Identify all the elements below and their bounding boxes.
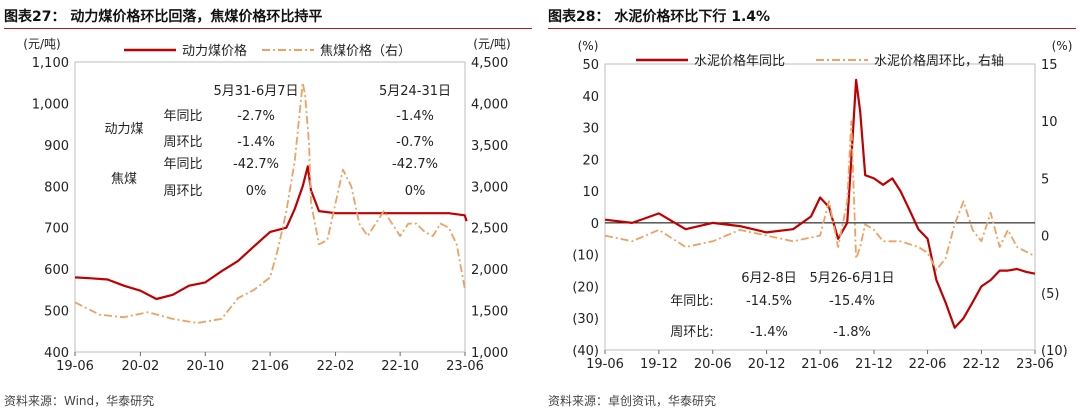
x-axis-tick-label: 23-06 [446,359,484,374]
right-axis-unit: (%) [1052,39,1073,53]
plot-area [74,61,466,353]
annotation-value: -1.4% [237,135,275,150]
title-divider [4,28,532,29]
annotation-header: 6月2-8日 [741,271,797,286]
annotation-value: 0% [246,184,267,199]
left-axis-tick-label: 10 [582,185,599,200]
x-axis-tick-label: 22-10 [381,359,419,374]
left-axis-tick-label: (10) [572,249,599,264]
chart-title: 图表28： 水泥价格环比下行 1.4% [548,9,771,25]
series-line-1 [604,78,1036,329]
legend-label: 焦煤价格（右） [320,43,411,59]
x-axis-tick-label: 21-06 [251,359,289,374]
left-axis-unit: (元/吨) [23,37,60,51]
x-axis-tick-label: 20-06 [694,357,732,372]
cement-price-chart: (40) (30) (20) (10) 0 10 20 30 40 50 (10) (5) 0 5 10 15… [572,39,1073,372]
x-axis-tick-label: 22-12 [963,357,1001,372]
annotation-group-label: 焦煤 [111,172,137,187]
right-axis-tick-label: 3,000 [471,180,508,195]
left-axis-tick-label: 500 [44,305,69,320]
left-axis-tick-label: 20 [582,153,599,168]
left-axis-tick-label: (30) [572,312,599,327]
annotation-row-label: 年同比: [670,294,713,309]
annotation-header: 5月24-31日 [379,84,451,99]
right-axis-tick-label: 5 [1041,172,1049,187]
x-axis-tick-label: 20-02 [122,359,160,374]
annotation-value: 0% [405,184,426,199]
series-line-2 [74,81,466,324]
annotation-row-label: 周环比 [163,184,202,199]
right-axis-tick-label: 2,500 [471,222,508,237]
left-axis-tick-label: 700 [44,222,69,237]
right-axis-tick-label: 2,000 [471,263,508,278]
x-axis-tick-label: 19-06 [56,359,94,374]
x-axis-tick-label: 19-12 [640,357,678,372]
right-axis-tick-label: 4,500 [471,56,508,71]
right-axis-tick-label: (10) [1041,344,1068,359]
annotation-value: -1.4% [396,109,434,124]
left-axis-tick-label: (40) [572,344,599,359]
x-axis-tick-label: 20-12 [748,357,786,372]
x-axis-tick-label: 22-02 [317,359,355,374]
right-axis-tick-label: 10 [1041,115,1058,130]
source-note: 资料来源：卓创资讯，华泰研究 [548,394,717,408]
right-axis-unit: (元/吨) [473,37,510,51]
x-axis-tick-label: 22-06 [909,357,947,372]
x-axis-tick-label: 21-06 [801,357,839,372]
annotation-value: -2.7% [237,109,275,124]
annotation-value: -14.5% [746,294,792,309]
title-divider [548,28,1076,29]
annotation-group-label: 动力煤 [104,122,143,137]
series-line-2 [604,120,1036,271]
annotation-row-label: 周环比: [670,325,713,340]
left-axis-unit: (%) [578,39,599,53]
annotation-value: -1.4% [750,325,788,340]
right-axis-tick-label: 0 [1041,230,1049,245]
right-axis-tick-label: 3,500 [471,139,508,154]
coal-price-chart: 400 500 600 700 800 900 1,000 1,100 1,000 1,500 2,… [23,37,510,374]
left-axis-tick-label: 0 [591,217,599,232]
chart-panel-cement: 图表28： 水泥价格环比下行 1.4% (40) (30) (20) (10) 0 10 2… [544,0,1080,413]
annotation-value: -15.4% [829,294,875,309]
x-axis-tick-label: 23-06 [1016,357,1054,372]
right-axis-tick-label: 1,000 [471,346,508,361]
legend-label: 水泥价格周环比，右轴 [874,53,1004,69]
legend-label: 水泥价格年同比 [694,53,785,69]
left-axis-tick-label: 50 [582,58,599,73]
annotation-row-label: 年同比 [163,109,202,124]
source-note: 资料来源：Wind，华泰研究 [4,394,155,408]
annotation-value: -42.7% [392,157,438,172]
left-axis-tick-label: 30 [582,122,599,137]
chart-panel-coal: 图表27： 动力煤价格环比回落，焦煤价格环比持平 400 500 600 700 800… [0,0,536,413]
x-axis-tick-label: 20-10 [186,359,224,374]
right-axis-tick-label: (5) [1041,287,1059,302]
left-axis-tick-label: 40 [582,90,599,105]
x-axis-tick-label: 21-12 [855,357,893,372]
annotation-row-label: 年同比 [163,157,202,172]
legend-label: 动力煤价格 [182,43,247,59]
annotation-value: -42.7% [233,157,279,172]
left-axis-tick-label: 400 [44,346,69,361]
right-axis-tick-label: 1,500 [471,305,508,320]
x-axis-tick-label: 19-06 [586,357,624,372]
left-axis-tick-label: (20) [572,280,599,295]
annotation-value: -1.8% [833,325,871,340]
annotation-header: 5月26-6月1日 [809,271,894,286]
left-axis-tick-label: 600 [44,263,69,278]
right-axis-tick-label: 15 [1041,58,1058,73]
left-axis-tick-label: 800 [44,180,69,195]
right-axis-tick-label: 4,000 [471,97,508,112]
left-axis-tick-label: 1,100 [32,56,69,71]
series-line-1 [74,165,468,301]
left-axis-tick-label: 900 [44,139,69,154]
left-axis-tick-label: 1,000 [32,97,69,112]
annotation-value: -0.7% [396,135,434,150]
annotation-header: 5月31-6月7日 [213,84,298,99]
annotation-row-label: 周环比 [163,135,202,150]
chart-title: 图表27： 动力煤价格环比回落，焦煤价格环比持平 [4,9,323,25]
